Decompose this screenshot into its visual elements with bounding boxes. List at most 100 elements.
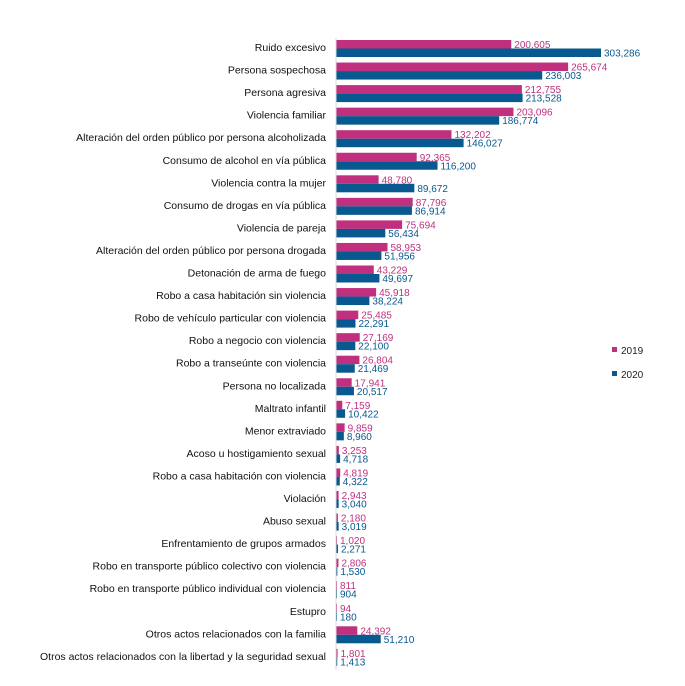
data-label-2020: 236,003 — [545, 71, 582, 82]
category-label: Otros actos relacionados con la familia — [146, 628, 326, 640]
bar-2020 — [336, 409, 346, 418]
legend-item-2020: 2020 — [612, 370, 644, 381]
data-label-2020: 86,914 — [415, 206, 446, 217]
data-label-2019: 9,859 — [348, 423, 373, 434]
data-label-2019: 1,020 — [340, 536, 365, 547]
category-label: Estupro — [290, 606, 326, 618]
data-label-2019: 58,953 — [391, 243, 422, 254]
data-label-2019: 132,202 — [455, 130, 492, 141]
bar-2019 — [336, 423, 345, 432]
bar-2020 — [336, 544, 338, 554]
data-label-2020: 904 — [340, 590, 357, 601]
bar-2020 — [336, 296, 370, 306]
data-label-2020: 56,434 — [388, 229, 419, 240]
category-label: Violencia de pareja — [237, 222, 326, 234]
data-label-2020: 1,413 — [340, 657, 365, 668]
category-label: Maltrato infantil — [255, 403, 326, 415]
bar-2019 — [336, 40, 512, 49]
data-label-2019: 43,229 — [377, 266, 408, 277]
data-label-2019: 203,096 — [516, 108, 553, 119]
bar-2020 — [336, 522, 339, 531]
bar-2019 — [336, 175, 379, 184]
category-label: Violación — [284, 493, 327, 505]
data-label-2020: 89,672 — [417, 184, 448, 195]
category-label: Consumo de drogas en vía pública — [164, 200, 326, 212]
legend-item-2019: 2019 — [612, 346, 644, 357]
bar-2020 — [336, 499, 339, 508]
bar-2019 — [336, 400, 343, 410]
category-label: Violencia contra la mujer — [211, 177, 326, 189]
bar-2019 — [336, 220, 403, 229]
data-label-2019: 25,485 — [361, 311, 392, 322]
data-label-2020: 22,291 — [358, 319, 389, 330]
bar-2019 — [336, 265, 374, 274]
category-label: Persona agresiva — [244, 87, 326, 99]
data-label-2019: 4,819 — [343, 468, 368, 479]
category-label: Robo de vehículo particular con violenci… — [135, 313, 327, 325]
bar-2020 — [336, 476, 340, 486]
bar-2019 — [336, 197, 413, 207]
data-label-2020: 10,422 — [348, 409, 379, 420]
category-label: Persona no localizada — [223, 380, 326, 392]
category-label: Acoso u hostigamiento sexual — [187, 448, 327, 460]
data-label-2019: 200,605 — [514, 40, 551, 51]
bar-2019 — [336, 333, 360, 342]
data-label-2020: 2,271 — [341, 545, 366, 556]
data-label-2019: 1,801 — [341, 649, 366, 660]
bar-2020 — [336, 116, 500, 125]
category-label: Persona sospechosa — [228, 65, 326, 77]
bar-2019 — [336, 648, 338, 658]
data-label-2020: 4,322 — [343, 477, 368, 488]
data-label-2020: 186,774 — [502, 116, 539, 127]
category-label: Robo en transporte público colectivo con… — [93, 561, 327, 573]
category-label: Enfrentamiento de grupos armados — [161, 538, 326, 550]
category-label: Robo a casa habitación sin violencia — [156, 290, 326, 302]
data-label-2020: 51,210 — [384, 635, 415, 646]
data-label-2019: 3,253 — [342, 446, 367, 457]
bar-2019 — [336, 242, 388, 252]
bar-2019 — [336, 62, 569, 72]
data-label-2019: 27,169 — [363, 333, 394, 344]
data-label-2019: 2,180 — [341, 514, 366, 525]
bar-2020 — [336, 567, 338, 576]
bar-2019 — [336, 445, 339, 455]
category-label: Ruido excesivo — [255, 42, 326, 54]
bar-2019 — [336, 130, 452, 139]
data-label-2020: 1,530 — [340, 567, 365, 578]
data-label-2020: 116,200 — [441, 161, 477, 172]
data-label-2019: 48,780 — [382, 175, 413, 186]
bar-2019 — [336, 107, 514, 117]
bar-2019 — [336, 513, 338, 523]
category-label: Alteración del orden público por persona… — [76, 132, 326, 144]
bar-2020 — [336, 364, 355, 373]
bar-2020 — [336, 48, 601, 57]
data-label-2020: 303,286 — [604, 49, 641, 60]
bar-2019 — [336, 85, 522, 94]
legend-label-2020: 2020 — [621, 370, 644, 381]
bar-2019 — [336, 468, 341, 477]
category-label: Violencia familiar — [247, 110, 327, 122]
data-label-2020: 3,019 — [342, 522, 367, 533]
bar-2019 — [336, 491, 339, 500]
data-label-2019: 45,918 — [379, 288, 410, 299]
data-label-2019: 212,755 — [525, 85, 562, 96]
bars-layer: Ruido excesivo 200,605 303,286 Persona sosp… — [40, 40, 641, 668]
data-label-2019: 811 — [340, 581, 356, 592]
data-label-2020: 8,960 — [347, 432, 372, 443]
bar-2020 — [336, 161, 438, 170]
category-label: Menor extraviado — [245, 425, 326, 437]
category-label: Robo a transeúnte con violencia — [176, 358, 326, 370]
bar-2020 — [336, 274, 380, 283]
legend-label-2019: 2019 — [621, 346, 644, 357]
bar-2020 — [336, 319, 356, 328]
category-label: Consumo de alcohol en vía pública — [163, 155, 327, 167]
bar-2020 — [336, 386, 354, 396]
data-label-2019: 92,365 — [420, 153, 451, 164]
data-label-2019: 26,804 — [362, 356, 393, 367]
bar-2019 — [336, 152, 417, 162]
data-label-2020: 51,956 — [384, 251, 415, 262]
data-label-2019: 87,796 — [416, 198, 447, 209]
data-label-2019: 2,806 — [341, 559, 366, 570]
data-label-2020: 21,469 — [358, 364, 389, 375]
